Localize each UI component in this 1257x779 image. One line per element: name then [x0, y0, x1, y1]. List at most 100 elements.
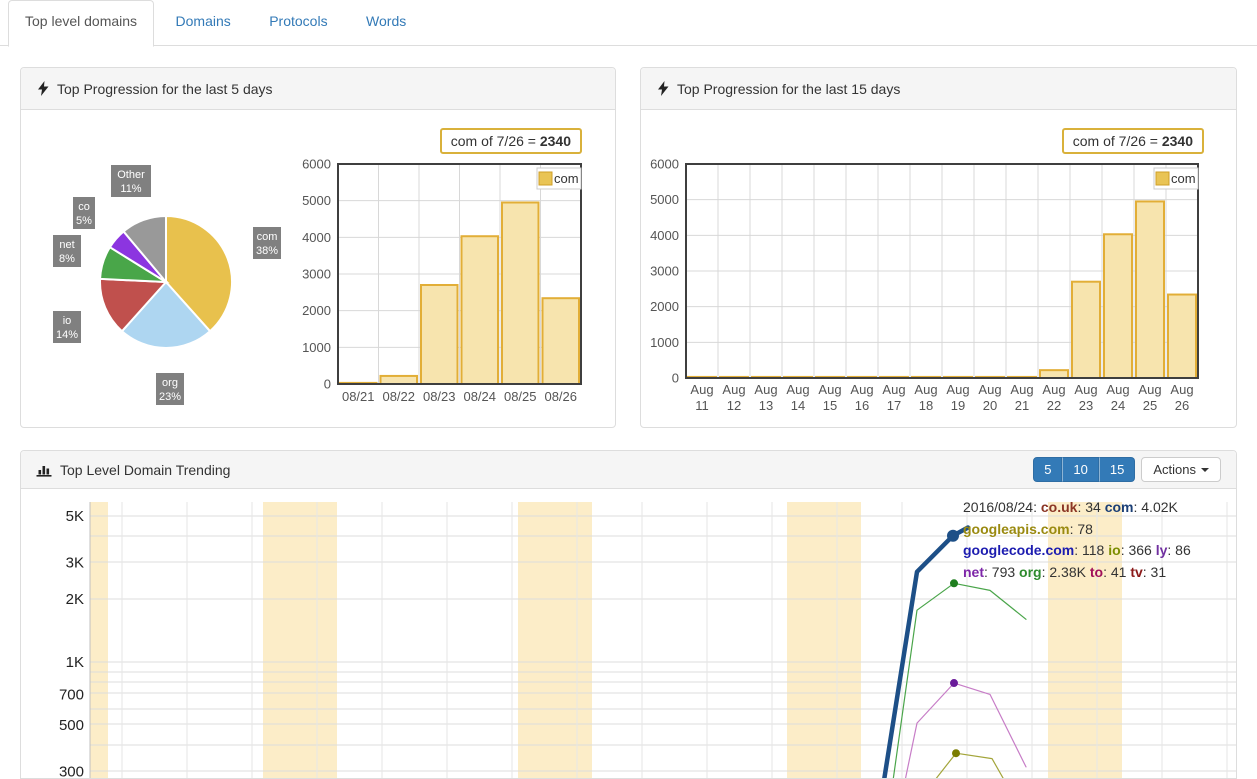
tooltip-text: 2016/08/24:	[963, 499, 1041, 515]
x-tick-label: 11	[695, 398, 709, 413]
bar-Aug 22[interactable]	[1039, 369, 1069, 379]
actions-label: Actions	[1153, 462, 1196, 477]
bar-08/23[interactable]	[420, 284, 459, 385]
series-line-com[interactable]	[881, 525, 971, 779]
tooltip-series-name: to	[1089, 563, 1104, 580]
y-tick-label: 0	[672, 371, 679, 386]
trending-header-controls: 5 10 15 Actions	[1033, 457, 1221, 482]
x-tick-label: 08/25	[504, 389, 537, 404]
bar-08/25[interactable]	[501, 201, 540, 385]
y-tick-label: 0	[324, 377, 331, 392]
x-tick-label: 17	[887, 398, 901, 413]
y-tick-label: 5000	[302, 193, 331, 208]
tooltip-text: : 78	[1069, 520, 1093, 537]
x-tick-label: 14	[791, 398, 805, 413]
tab-top-level-domains[interactable]: Top level domains	[8, 0, 155, 47]
panel-heading-5-days: Top Progression for the last 5 days	[21, 68, 615, 110]
tooltip-text: : 366	[1120, 542, 1156, 558]
pie-label-box	[111, 165, 151, 197]
plot-border	[685, 163, 1199, 379]
tab-words[interactable]: Words	[366, 13, 407, 29]
y-tick-label: 3K	[66, 554, 84, 571]
pie-label-box	[253, 227, 281, 259]
x-tick-label: 08/21	[342, 389, 375, 404]
series-point-com[interactable]	[947, 529, 959, 542]
tooltip-series-name: co.uk	[1040, 499, 1078, 515]
series-point-net[interactable]	[950, 679, 958, 688]
series-point-org[interactable]	[950, 579, 958, 588]
pie-slice-org[interactable]	[120, 280, 212, 349]
y-tick-label: 4000	[650, 228, 679, 243]
tooltip-text: : 118	[1074, 542, 1109, 558]
y-tick-label: 500	[59, 717, 84, 734]
x-tick-label: 08/23	[423, 389, 456, 404]
pie-label-pct: 5%	[76, 215, 92, 227]
tooltip-text: : 4.02K	[1133, 499, 1178, 515]
tooltip-line: net: 793 org: 2.38K to: 41 tv: 31	[963, 562, 1191, 584]
five-day-charts: com 38% org 23% io 14% net 8% co 5% Other 11% 0 1000 2…	[53, 157, 582, 405]
tooltip-text: : 86	[1167, 542, 1191, 558]
pie-label-box	[53, 235, 81, 267]
bar-Aug 24[interactable]	[1103, 233, 1133, 379]
x-tick-label: Aug	[978, 382, 1001, 397]
y-tick-label: 2000	[650, 299, 679, 314]
pie-slice-com[interactable]	[165, 214, 233, 333]
y-tick-label: 5000	[650, 192, 679, 207]
tooltip-series-name: tv	[1130, 563, 1143, 580]
tab-protocols[interactable]: Protocols	[269, 13, 328, 29]
x-tick-label: 22	[1047, 398, 1061, 413]
tooltip-value: 2340	[539, 133, 571, 149]
bar-Aug 26[interactable]	[1167, 293, 1197, 379]
bolt-icon	[36, 81, 49, 96]
tooltip-text: : 2.38K	[1041, 563, 1090, 580]
pie-slice-Other[interactable]	[122, 214, 167, 285]
x-tick-label: Aug	[1042, 382, 1065, 397]
tab-domains[interactable]: Domains	[175, 13, 231, 29]
series-line-io[interactable]	[933, 752, 1007, 779]
x-tick-label: 20	[983, 398, 997, 413]
x-tick-label: Aug	[818, 382, 841, 397]
pie-label-box	[156, 373, 184, 405]
tooltip-series-name: net	[963, 563, 984, 580]
legend-swatch	[1155, 171, 1170, 186]
weekend-band	[518, 502, 592, 778]
x-tick-label: 18	[919, 398, 933, 413]
bar-Aug 25[interactable]	[1135, 200, 1165, 379]
actions-dropdown-button[interactable]: Actions	[1141, 457, 1221, 482]
panel-title-5-days: Top Progression for the last 5 days	[57, 80, 273, 97]
tooltip-series-name: googlecode.com	[963, 542, 1075, 558]
weekend-band	[787, 502, 861, 778]
bar-08/22[interactable]	[379, 374, 418, 385]
x-tick-label: 12	[727, 398, 741, 413]
pie-label-box	[53, 311, 81, 343]
panel-tld-trending: Top Level Domain Trending 5 10 15 Action…	[20, 450, 1237, 779]
bar-08/24[interactable]	[460, 235, 499, 385]
x-tick-label: 19	[951, 398, 965, 413]
weekend-band	[263, 502, 337, 778]
pie-slice-io[interactable]	[99, 277, 169, 333]
x-tick-label: Aug	[690, 382, 713, 397]
series-point-io[interactable]	[952, 749, 960, 758]
x-tick-label: Aug	[882, 382, 905, 397]
x-tick-label: 23	[1079, 398, 1093, 413]
range-button-15[interactable]: 15	[1098, 457, 1136, 482]
y-tick-label: 5K	[66, 508, 84, 525]
x-tick-label: Aug	[914, 382, 937, 397]
range-button-10[interactable]: 10	[1062, 457, 1099, 482]
bar-08/26[interactable]	[541, 297, 580, 385]
x-tick-label: 26	[1175, 398, 1189, 413]
legend-label: com	[1171, 171, 1196, 186]
series-line-net[interactable]	[904, 682, 1027, 779]
x-tick-label: Aug	[1106, 382, 1129, 397]
plot-border	[337, 163, 582, 385]
x-tick-label: 24	[1111, 398, 1125, 413]
bar-chart-icon	[36, 462, 52, 478]
range-button-5[interactable]: 5	[1033, 457, 1063, 482]
tooltip-text: : 31	[1142, 563, 1167, 580]
bar-Aug 23[interactable]	[1071, 280, 1101, 379]
y-tick-label: 1K	[66, 654, 84, 671]
x-tick-label: Aug	[1010, 382, 1033, 397]
x-tick-label: 16	[855, 398, 869, 413]
y-tick-label: 3000	[302, 267, 331, 282]
